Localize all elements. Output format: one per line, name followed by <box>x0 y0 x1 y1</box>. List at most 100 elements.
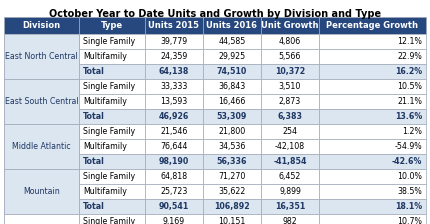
Bar <box>79 34 145 49</box>
Bar <box>203 154 261 169</box>
Text: 38.5%: 38.5% <box>397 187 422 196</box>
Text: 16.2%: 16.2% <box>395 67 422 76</box>
Bar <box>4 124 79 139</box>
Text: Division: Division <box>22 21 61 30</box>
Bar <box>79 79 145 94</box>
Text: 21.1%: 21.1% <box>397 97 422 106</box>
Text: 6,452: 6,452 <box>279 172 301 181</box>
Text: 44,585: 44,585 <box>218 37 246 46</box>
Bar <box>261 139 319 154</box>
Text: Single Family: Single Family <box>83 37 135 46</box>
Bar <box>319 154 426 169</box>
Bar <box>4 184 79 199</box>
Bar <box>79 17 145 34</box>
Bar <box>79 64 145 79</box>
Text: 56,336: 56,336 <box>217 157 247 166</box>
Bar <box>261 79 319 94</box>
Text: 74,510: 74,510 <box>217 67 247 76</box>
Text: Units 2015: Units 2015 <box>148 21 200 30</box>
Text: 36,843: 36,843 <box>218 82 246 91</box>
Bar <box>261 199 319 214</box>
Text: 29,925: 29,925 <box>218 52 246 61</box>
Text: 10.5%: 10.5% <box>397 82 422 91</box>
Bar <box>145 214 203 224</box>
Text: 24,359: 24,359 <box>160 52 187 61</box>
Bar <box>261 34 319 49</box>
Text: 106,892: 106,892 <box>214 202 250 211</box>
Text: 982: 982 <box>283 217 298 224</box>
Bar <box>4 109 79 124</box>
Bar <box>261 154 319 169</box>
Text: 13,593: 13,593 <box>160 97 187 106</box>
Bar <box>145 139 203 154</box>
Text: Multifamily: Multifamily <box>83 187 127 196</box>
Bar <box>319 34 426 49</box>
Bar <box>261 94 319 109</box>
Bar <box>4 154 79 169</box>
Bar <box>145 17 203 34</box>
Bar <box>4 169 79 214</box>
Text: 64,138: 64,138 <box>159 67 189 76</box>
Bar <box>4 64 79 79</box>
Text: East North Central: East North Central <box>5 52 78 61</box>
Text: October Year to Date Units and Growth by Division and Type: October Year to Date Units and Growth by… <box>49 9 381 19</box>
Bar <box>145 169 203 184</box>
Text: 90,541: 90,541 <box>159 202 189 211</box>
Bar <box>203 199 261 214</box>
Bar <box>319 17 426 34</box>
Bar <box>4 214 79 224</box>
Text: 46,926: 46,926 <box>159 112 189 121</box>
Bar <box>261 124 319 139</box>
Text: Single Family: Single Family <box>83 127 135 136</box>
Bar <box>319 184 426 199</box>
Text: -42,108: -42,108 <box>275 142 305 151</box>
Bar <box>203 17 261 34</box>
Text: -42.6%: -42.6% <box>392 157 422 166</box>
Bar <box>79 49 145 64</box>
Text: 33,333: 33,333 <box>160 82 187 91</box>
Bar <box>319 124 426 139</box>
Bar <box>319 214 426 224</box>
Bar <box>4 169 79 184</box>
Bar <box>79 154 145 169</box>
Bar <box>203 79 261 94</box>
Bar <box>261 49 319 64</box>
Bar <box>261 184 319 199</box>
Bar <box>4 49 79 64</box>
Text: 12.1%: 12.1% <box>397 37 422 46</box>
Text: Single Family: Single Family <box>83 82 135 91</box>
Text: 98,190: 98,190 <box>159 157 189 166</box>
Text: 9,899: 9,899 <box>279 187 301 196</box>
Bar <box>4 79 79 124</box>
Bar <box>203 49 261 64</box>
Text: 71,270: 71,270 <box>218 172 246 181</box>
Bar <box>145 109 203 124</box>
Bar <box>4 17 79 34</box>
Text: Type: Type <box>101 21 123 30</box>
Bar <box>145 64 203 79</box>
Text: 34,536: 34,536 <box>218 142 246 151</box>
Bar <box>203 139 261 154</box>
Bar <box>203 214 261 224</box>
Text: Total: Total <box>83 112 105 121</box>
Text: 13.6%: 13.6% <box>395 112 422 121</box>
Text: 3,510: 3,510 <box>279 82 301 91</box>
Bar <box>79 109 145 124</box>
Text: 5,566: 5,566 <box>279 52 301 61</box>
Bar <box>319 109 426 124</box>
Bar <box>261 64 319 79</box>
Text: 18.1%: 18.1% <box>395 202 422 211</box>
Text: 39,779: 39,779 <box>160 37 187 46</box>
Bar <box>319 199 426 214</box>
Bar <box>203 34 261 49</box>
Text: 4,806: 4,806 <box>279 37 301 46</box>
Text: Unit Growth: Unit Growth <box>261 21 319 30</box>
Bar <box>4 79 79 94</box>
Text: 10,372: 10,372 <box>275 67 305 76</box>
Text: -41,854: -41,854 <box>273 157 307 166</box>
Bar <box>4 124 79 169</box>
Text: 254: 254 <box>283 127 298 136</box>
Text: Multifamily: Multifamily <box>83 142 127 151</box>
Text: Multifamily: Multifamily <box>83 52 127 61</box>
Bar <box>319 169 426 184</box>
